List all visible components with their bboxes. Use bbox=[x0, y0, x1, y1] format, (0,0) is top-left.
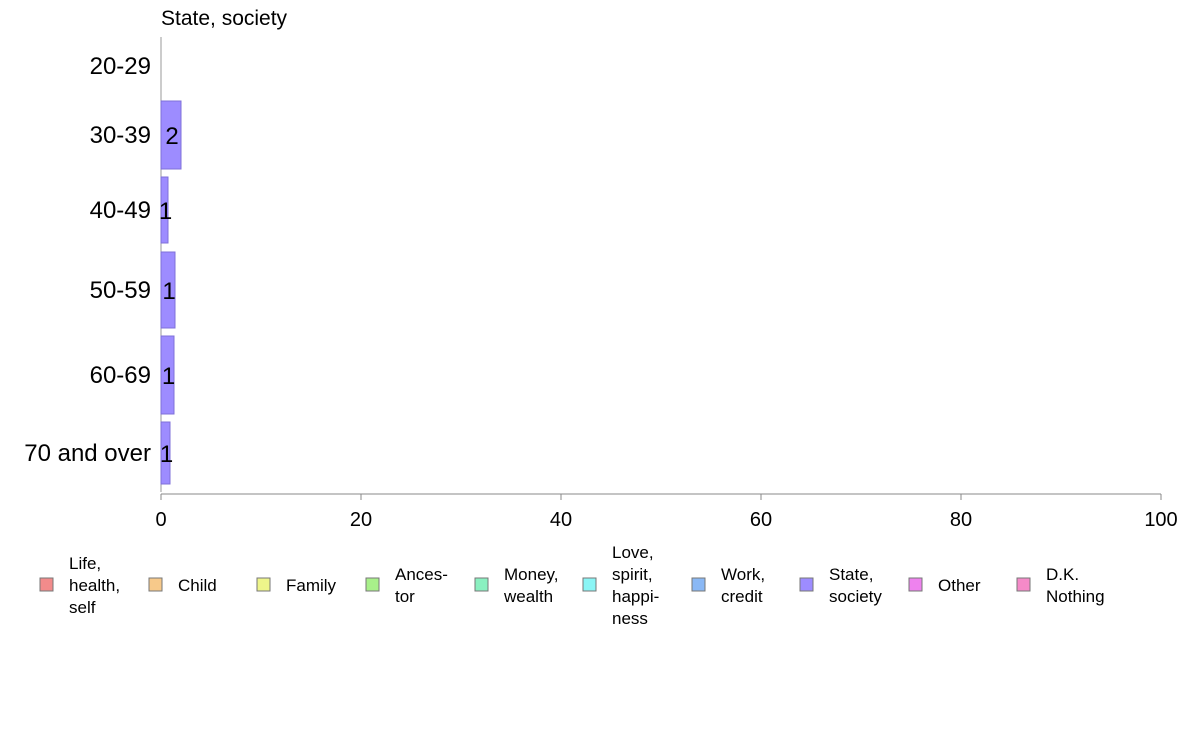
bar bbox=[160, 335, 175, 415]
legend-label: ness bbox=[612, 609, 648, 628]
legend-item: D.K. Nothing bbox=[1016, 565, 1105, 606]
legend-swatch bbox=[474, 577, 489, 592]
legend-label: tor bbox=[395, 587, 415, 606]
legend-swatch bbox=[39, 577, 54, 592]
x-tick-label: 40 bbox=[550, 509, 572, 531]
legend-label: Work, bbox=[721, 565, 765, 584]
data-label: 2 bbox=[165, 123, 178, 150]
x-tick-label: 0 bbox=[155, 509, 166, 531]
legend-label: Life, bbox=[69, 554, 101, 573]
legend-item: Ances-tor bbox=[365, 565, 448, 606]
bars: 20-29 30-39 2 40-49 1 50-59 1 60-69 1 70 and over… bbox=[24, 53, 182, 485]
legend-item: Love, spirit, happi-ness bbox=[582, 543, 659, 628]
y-tick-label: 30-39 bbox=[90, 122, 151, 149]
legend-item: Other bbox=[908, 576, 981, 595]
legend: Life, health, self Child Family Ances-tor Mone… bbox=[39, 543, 1105, 628]
legend-swatch bbox=[256, 577, 271, 592]
legend-label: society bbox=[829, 587, 882, 606]
bar bbox=[160, 100, 182, 170]
legend-label: spirit, bbox=[612, 565, 653, 584]
data-label: 1 bbox=[162, 278, 175, 305]
x-tick-label: 100 bbox=[1144, 509, 1177, 531]
legend-label: Love, bbox=[612, 543, 654, 562]
data-label: 1 bbox=[160, 441, 173, 468]
bar bbox=[160, 421, 171, 485]
legend-label: Family bbox=[286, 576, 337, 595]
legend-item: Family bbox=[256, 576, 337, 595]
y-tick-label: 70 and over bbox=[24, 440, 151, 467]
legend-label: Other bbox=[938, 576, 981, 595]
legend-label: Nothing bbox=[1046, 587, 1105, 606]
legend-swatch bbox=[691, 577, 706, 592]
y-tick-label: 20-29 bbox=[90, 53, 151, 80]
legend-swatch bbox=[365, 577, 380, 592]
x-tick-label: 20 bbox=[350, 509, 372, 531]
legend-item: Child bbox=[148, 576, 217, 595]
x-tick-label: 80 bbox=[950, 509, 972, 531]
data-label: 1 bbox=[159, 198, 172, 225]
bar bbox=[160, 251, 176, 329]
legend-label: State, bbox=[829, 565, 873, 584]
y-tick-label: 50-59 bbox=[90, 277, 151, 304]
legend-swatch bbox=[1016, 577, 1031, 592]
legend-swatch bbox=[148, 577, 163, 592]
legend-label: credit bbox=[721, 587, 763, 606]
bar bbox=[160, 176, 169, 244]
legend-label: self bbox=[69, 598, 96, 617]
legend-label: health, bbox=[69, 576, 120, 595]
legend-label: Money, bbox=[504, 565, 559, 584]
x-tick-label: 60 bbox=[750, 509, 772, 531]
y-tick-label: 40-49 bbox=[90, 197, 151, 224]
legend-item: Life, health, self bbox=[39, 554, 120, 617]
legend-swatch bbox=[582, 577, 597, 592]
legend-swatch bbox=[908, 577, 923, 592]
legend-swatch bbox=[799, 577, 814, 592]
legend-label: happi- bbox=[612, 587, 659, 606]
legend-label: Child bbox=[178, 576, 217, 595]
legend-item: Money, wealth bbox=[474, 565, 559, 606]
legend-label: Ances- bbox=[395, 565, 448, 584]
chart-title: State, society bbox=[161, 7, 288, 30]
legend-item: State, society bbox=[799, 565, 882, 606]
legend-label: D.K. bbox=[1046, 565, 1079, 584]
legend-item: Work, credit bbox=[691, 565, 765, 606]
y-tick-label: 60-69 bbox=[90, 362, 151, 389]
legend-label: wealth bbox=[503, 587, 553, 606]
x-axis-ticks: 0 20 40 60 80 100 bbox=[155, 494, 1178, 531]
data-label: 1 bbox=[162, 363, 175, 390]
